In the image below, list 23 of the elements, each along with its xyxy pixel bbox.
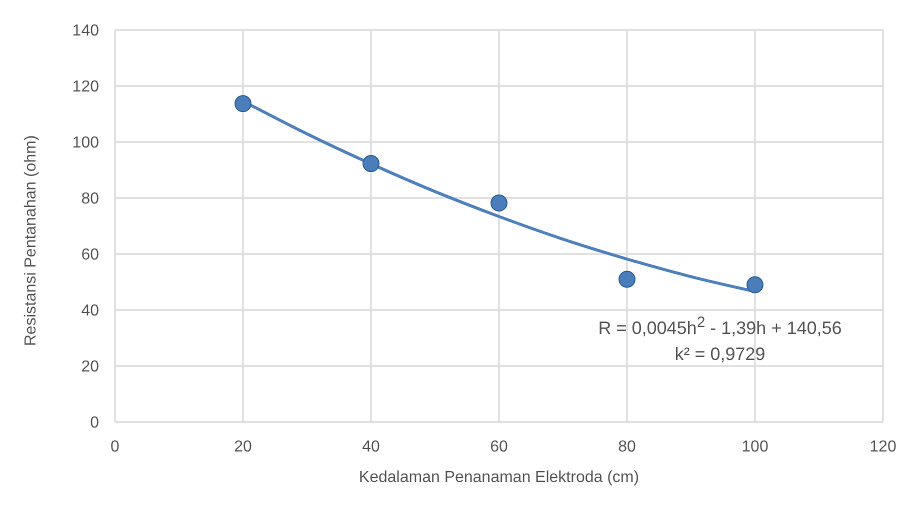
- x-tick-label: 120: [870, 438, 896, 456]
- point: [490, 194, 508, 212]
- y-tick-label: 60: [81, 246, 100, 264]
- x-tick-label: 100: [742, 438, 768, 456]
- y-tick-label: 100: [72, 134, 100, 152]
- x-axis-title: Kedalaman Penanaman Elektroda (cm): [358, 469, 640, 486]
- y-axis-title: Resistansi Pentanahan (ohm): [22, 135, 40, 346]
- point: [618, 270, 636, 288]
- point: [234, 95, 252, 112]
- point: [746, 276, 764, 294]
- y-tick-label: 0: [90, 414, 100, 432]
- point: [362, 155, 380, 172]
- equation-note: R = 0,0045h$^{2}$ - 1,39h + 140,56 k² = 0,9729: [597, 313, 843, 366]
- x-tick-label: 40: [362, 438, 380, 456]
- y-tick-label: 40: [81, 302, 100, 320]
- y-tick-label: 20: [81, 358, 100, 376]
- y-tick-label: 120: [72, 78, 100, 96]
- y-tick-label: 80: [81, 190, 100, 208]
- x-tick-label: 80: [618, 438, 636, 456]
- x-tick-label: 60: [490, 438, 508, 456]
- x-tick-label: 20: [234, 438, 252, 456]
- y-tick-label: 140: [72, 22, 100, 40]
- x-tick-label: 0: [110, 438, 120, 456]
